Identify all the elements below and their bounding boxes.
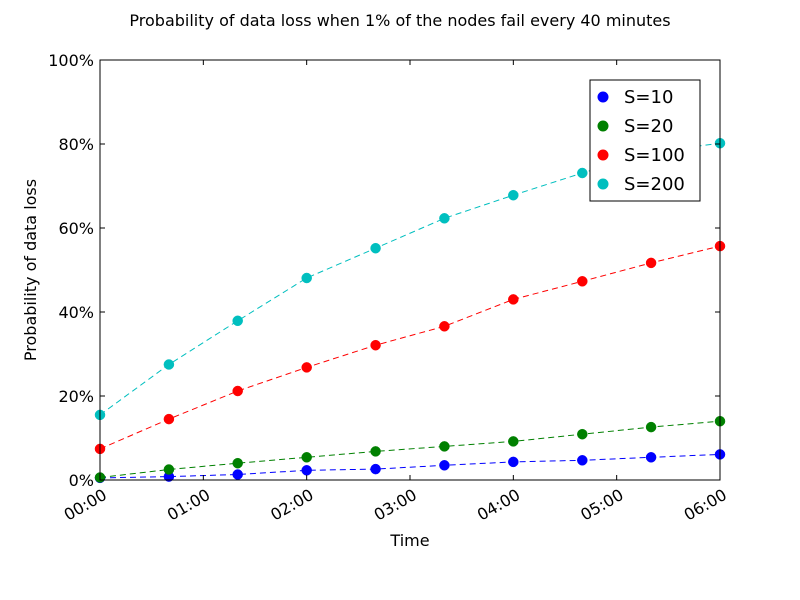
data-point-s-200-7 xyxy=(577,167,588,179)
y-tick-label-2: 40% xyxy=(58,303,94,322)
data-point-s-20-4 xyxy=(370,446,381,457)
legend-label-s-200: S=200 xyxy=(624,174,685,195)
data-point-s-20-8 xyxy=(645,421,657,433)
data-point-s-10-7 xyxy=(577,455,588,466)
x-tick-label-3: 03:00 xyxy=(371,485,420,525)
y-tick-label-5: 100% xyxy=(48,51,94,70)
data-point-s-10-2 xyxy=(232,469,243,480)
x-tick-label-5: 05:00 xyxy=(577,485,626,525)
legend-label-s-10: S=10 xyxy=(624,87,673,108)
y-tick-label-4: 80% xyxy=(58,135,94,154)
data-point-s-20-6 xyxy=(508,436,519,447)
legend: S=10 S=20 S=100 S=200 xyxy=(589,79,701,202)
x-tick-label-0: 00:00 xyxy=(61,485,110,525)
y-tick-label-3: 60% xyxy=(58,219,94,238)
legend-marker-s-20 xyxy=(597,120,609,132)
data-point-s-200-2 xyxy=(232,315,243,327)
data-point-s-20-3 xyxy=(301,452,312,463)
legend-label-s-20: S=20 xyxy=(624,116,673,137)
series-line-s-100 xyxy=(99,245,721,450)
data-point-s-100-7 xyxy=(577,276,588,287)
series-s-20 xyxy=(94,415,726,483)
data-point-s-20-1 xyxy=(163,464,175,475)
data-point-s-100-8 xyxy=(645,257,657,269)
data-point-s-10-3 xyxy=(301,465,312,476)
data-point-s-200-1 xyxy=(163,359,175,370)
data-point-s-10-6 xyxy=(508,456,519,468)
data-point-s-10-4 xyxy=(370,463,381,475)
data-point-s-10-8 xyxy=(645,452,657,463)
data-point-s-10-5 xyxy=(439,460,450,471)
data-point-s-200-3 xyxy=(301,272,312,284)
series-line-s-10 xyxy=(99,453,721,479)
x-tick-label-4: 04:00 xyxy=(474,485,523,525)
y-tick-label-0: 0% xyxy=(69,471,94,490)
data-point-s-20-7 xyxy=(577,428,588,440)
chart-title: Probability of data loss when 1% of the … xyxy=(129,11,670,30)
data-point-s-100-3 xyxy=(301,362,312,373)
data-point-s-100-6 xyxy=(508,294,519,305)
data-point-s-200-6 xyxy=(508,189,519,201)
legend-marker-s-10 xyxy=(597,91,609,103)
legend-marker-s-200 xyxy=(597,178,609,190)
data-point-s-20-2 xyxy=(232,457,243,469)
x-tick-label-2: 02:00 xyxy=(267,485,316,525)
series-line-s-20 xyxy=(99,420,721,478)
legend-box xyxy=(589,79,701,202)
legend-marker-s-100 xyxy=(597,149,609,161)
data-point-s-100-2 xyxy=(232,385,243,397)
x-axis-label: Time xyxy=(389,531,429,550)
x-tick-label-1: 01:00 xyxy=(164,485,213,525)
x-tick-label-6: 06:00 xyxy=(681,485,730,525)
data-point-s-100-4 xyxy=(370,339,381,351)
data-point-s-200-5 xyxy=(439,213,450,224)
data-point-s-100-1 xyxy=(163,413,175,425)
data-point-s-20-5 xyxy=(439,441,450,452)
data-point-s-200-4 xyxy=(370,242,381,254)
y-axis-label: Probability of data loss xyxy=(21,179,40,361)
legend-label-s-100: S=100 xyxy=(624,145,685,166)
series-s-100 xyxy=(94,240,726,455)
y-tick-label-1: 20% xyxy=(58,387,94,406)
series-line-s-200 xyxy=(99,142,721,416)
data-point-s-100-5 xyxy=(439,321,450,332)
